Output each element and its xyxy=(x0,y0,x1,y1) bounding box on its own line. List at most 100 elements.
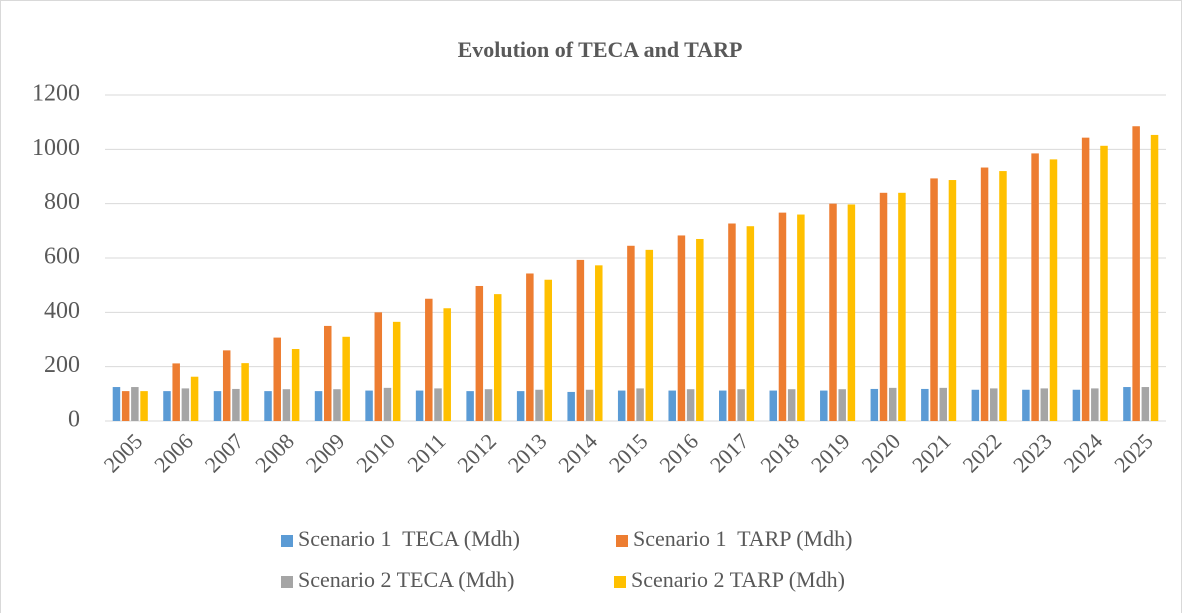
y-tick-label: 1200 xyxy=(32,81,80,107)
bar xyxy=(921,388,929,421)
bar xyxy=(820,390,828,421)
bar xyxy=(999,171,1007,421)
bar xyxy=(333,389,341,421)
legend-label: Scenario 1 TARP (Mdh) xyxy=(633,526,852,551)
bar xyxy=(948,180,957,421)
bar xyxy=(475,285,484,421)
bar xyxy=(282,389,291,421)
bar xyxy=(1049,159,1058,421)
bar xyxy=(898,192,906,421)
bar xyxy=(213,391,222,421)
bar xyxy=(415,390,424,421)
bar xyxy=(1022,389,1030,421)
bar xyxy=(172,363,180,421)
bar xyxy=(696,238,704,421)
bar xyxy=(1081,137,1090,421)
bar xyxy=(746,226,755,421)
bar xyxy=(291,349,300,421)
y-tick-label: 800 xyxy=(44,189,80,215)
bar xyxy=(668,390,676,421)
bar xyxy=(140,391,148,421)
bar xyxy=(990,388,998,421)
bar xyxy=(636,388,644,421)
bar xyxy=(544,279,553,421)
y-tick-label: 400 xyxy=(44,298,80,324)
bar xyxy=(273,337,281,421)
bar xyxy=(617,390,626,421)
bar xyxy=(1072,389,1081,421)
bar xyxy=(847,204,856,421)
bar xyxy=(769,390,778,421)
bar xyxy=(1091,388,1099,421)
legend-swatch xyxy=(614,576,626,588)
bar xyxy=(374,312,383,421)
bar xyxy=(627,245,635,421)
bar xyxy=(383,387,392,421)
bar xyxy=(567,391,575,421)
y-tick-label: 0 xyxy=(68,407,80,433)
bar xyxy=(971,389,980,421)
bar xyxy=(718,390,727,421)
bar xyxy=(838,389,846,421)
bar xyxy=(797,214,805,421)
bar xyxy=(888,387,897,421)
legend-swatch xyxy=(616,535,628,547)
bar xyxy=(493,294,502,421)
legend-swatch xyxy=(281,535,293,547)
bar xyxy=(392,321,401,421)
legend-label: Scenario 2 TECA (Mdh) xyxy=(298,567,515,592)
bar xyxy=(190,376,199,421)
bar xyxy=(1123,387,1131,421)
bar xyxy=(870,388,879,421)
legend-swatch xyxy=(281,576,293,588)
bar xyxy=(121,391,130,421)
bar xyxy=(222,350,231,421)
bar xyxy=(728,223,736,421)
bar xyxy=(342,336,350,421)
bar xyxy=(241,363,249,421)
bar xyxy=(324,325,332,421)
bar xyxy=(466,391,474,421)
bar xyxy=(232,388,240,421)
bar xyxy=(484,389,493,421)
bar xyxy=(112,387,121,421)
bar xyxy=(980,167,989,421)
bar xyxy=(1100,145,1108,421)
bar xyxy=(930,178,938,421)
bar xyxy=(939,387,947,421)
bar xyxy=(1031,153,1039,422)
bar xyxy=(1132,126,1140,421)
bar xyxy=(535,389,543,421)
legend-label: Scenario 2 TARP (Mdh) xyxy=(631,567,845,592)
bar xyxy=(595,265,603,421)
bar xyxy=(645,249,654,421)
bar xyxy=(686,389,695,421)
bar xyxy=(443,308,451,421)
bar xyxy=(1141,387,1150,421)
bar xyxy=(585,389,594,421)
bar xyxy=(425,298,433,421)
bar xyxy=(576,259,585,421)
bar xyxy=(434,388,442,421)
bar xyxy=(778,212,787,421)
bar xyxy=(516,391,525,421)
bar xyxy=(677,235,686,421)
bar xyxy=(787,389,796,421)
bar xyxy=(829,203,837,421)
bar xyxy=(1150,134,1159,421)
y-tick-label: 1000 xyxy=(32,135,80,161)
bar xyxy=(314,391,323,421)
bar xyxy=(163,391,171,421)
chart-title: Evolution of TECA and TARP xyxy=(458,37,743,62)
bar xyxy=(131,387,139,421)
bar xyxy=(526,273,534,421)
bar xyxy=(879,192,888,421)
bar xyxy=(1040,388,1049,421)
y-tick-label: 200 xyxy=(44,352,80,378)
legend-label: Scenario 1 TECA (Mdh) xyxy=(298,526,520,551)
bar xyxy=(181,388,190,421)
bar xyxy=(365,390,373,421)
y-tick-label: 600 xyxy=(44,244,80,270)
bar xyxy=(264,391,272,421)
